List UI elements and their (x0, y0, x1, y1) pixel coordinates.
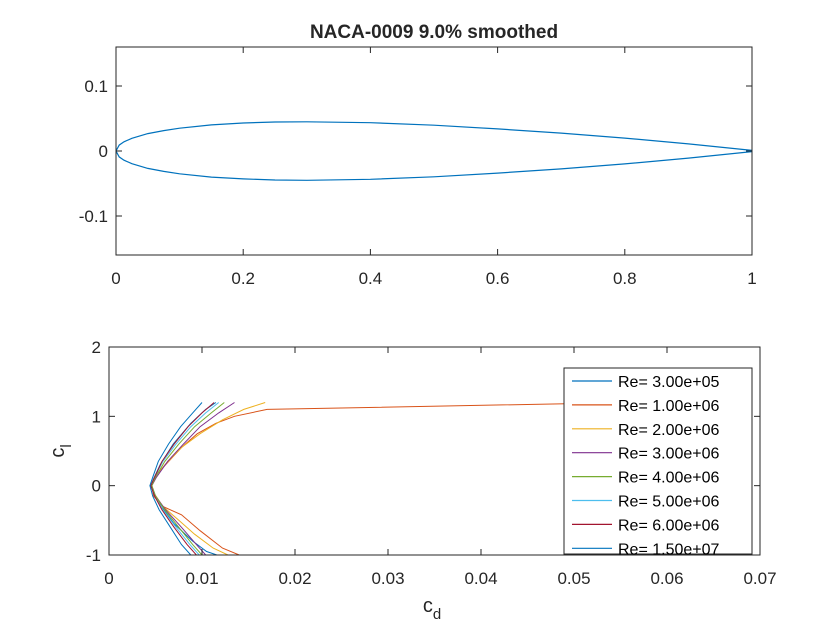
polar-axes-box (108, 346, 761, 556)
airfoil-title: NACA-0009 9.0% smoothed (310, 22, 558, 43)
legend-label: Re= 3.00e+06 (618, 446, 720, 463)
airfoil-xtick-label: 0.8 (613, 269, 637, 288)
legend-label: Re= 2.00e+06 (618, 422, 720, 439)
legend-label: Re= 3.00e+05 (618, 374, 720, 391)
polar-xtick-label: 0.05 (557, 569, 590, 588)
legend-label: Re= 1.00e+06 (618, 398, 720, 415)
polar-ylabel-main: c (47, 448, 69, 458)
legend-label: Re= 5.00e+06 (618, 494, 720, 511)
airfoil-plot-area (116, 121, 752, 181)
polar-ylabel: cl (47, 444, 75, 457)
polar-ylabel-group: cl (47, 444, 75, 457)
airfoil-ytick-label: 0.1 (84, 77, 108, 96)
legend-items: Re= 3.00e+05 Re= 1.00e+06 Re= 2.00e+06 Re= … (572, 374, 720, 558)
airfoil-axes: NACA-0009 9.0% smoothed 0 0.2 0.4 0.6 0.8 1 -0… (79, 22, 757, 288)
airfoil-ytick-label: -0.1 (79, 207, 108, 226)
airfoil-xtick-label: 0.6 (486, 269, 510, 288)
polar-plot-area (149, 402, 630, 555)
airfoil-xtick-label: 0 (111, 269, 120, 288)
airfoil-ytick-label: 0 (99, 142, 108, 161)
polar-xtick-label: 0.06 (650, 569, 683, 588)
polar-xtick-label: 0.07 (743, 569, 776, 588)
legend-label: Re= 6.00e+06 (618, 517, 720, 534)
legend: Re= 3.00e+05 Re= 1.00e+06 Re= 2.00e+06 Re= … (563, 367, 753, 558)
airfoil-xtick-label: 0.4 (359, 269, 383, 288)
polar-ylabel-sub: l (58, 444, 75, 447)
airfoil-xtick-label: 1 (747, 269, 756, 288)
airfoil-profile-line (116, 121, 752, 181)
polar-xtick-label: 0 (104, 569, 113, 588)
legend-box (563, 367, 753, 555)
polar-xtick-label: 0.01 (185, 569, 218, 588)
polar-xtick-label: 0.04 (464, 569, 497, 588)
polar-xtick-label: 0.02 (278, 569, 311, 588)
polar-series-line-5 (151, 402, 225, 555)
airfoil-ticks: 0 0.2 0.4 0.6 0.8 1 -0.1 0 0.1 (79, 47, 757, 288)
airfoil-xtick-label: 0.2 (231, 269, 255, 288)
polar-xlabel: cd (423, 595, 441, 623)
polar-series-line-8 (149, 402, 203, 555)
polar-ytick-label: 1 (92, 407, 101, 426)
polar-xlabel-main: c (423, 595, 433, 617)
polar-xtick-label: 0.03 (371, 569, 404, 588)
polar-ytick-label: 0 (92, 477, 101, 496)
polar-ytick-label: 2 (92, 338, 101, 357)
polar-series-line-7 (150, 402, 215, 555)
legend-label: Re= 4.00e+06 (618, 470, 720, 487)
legend-label: Re= 1.50e+07 (618, 541, 720, 558)
polar-ytick-label: -1 (86, 546, 101, 565)
polar-xlabel-sub: d (433, 606, 441, 623)
